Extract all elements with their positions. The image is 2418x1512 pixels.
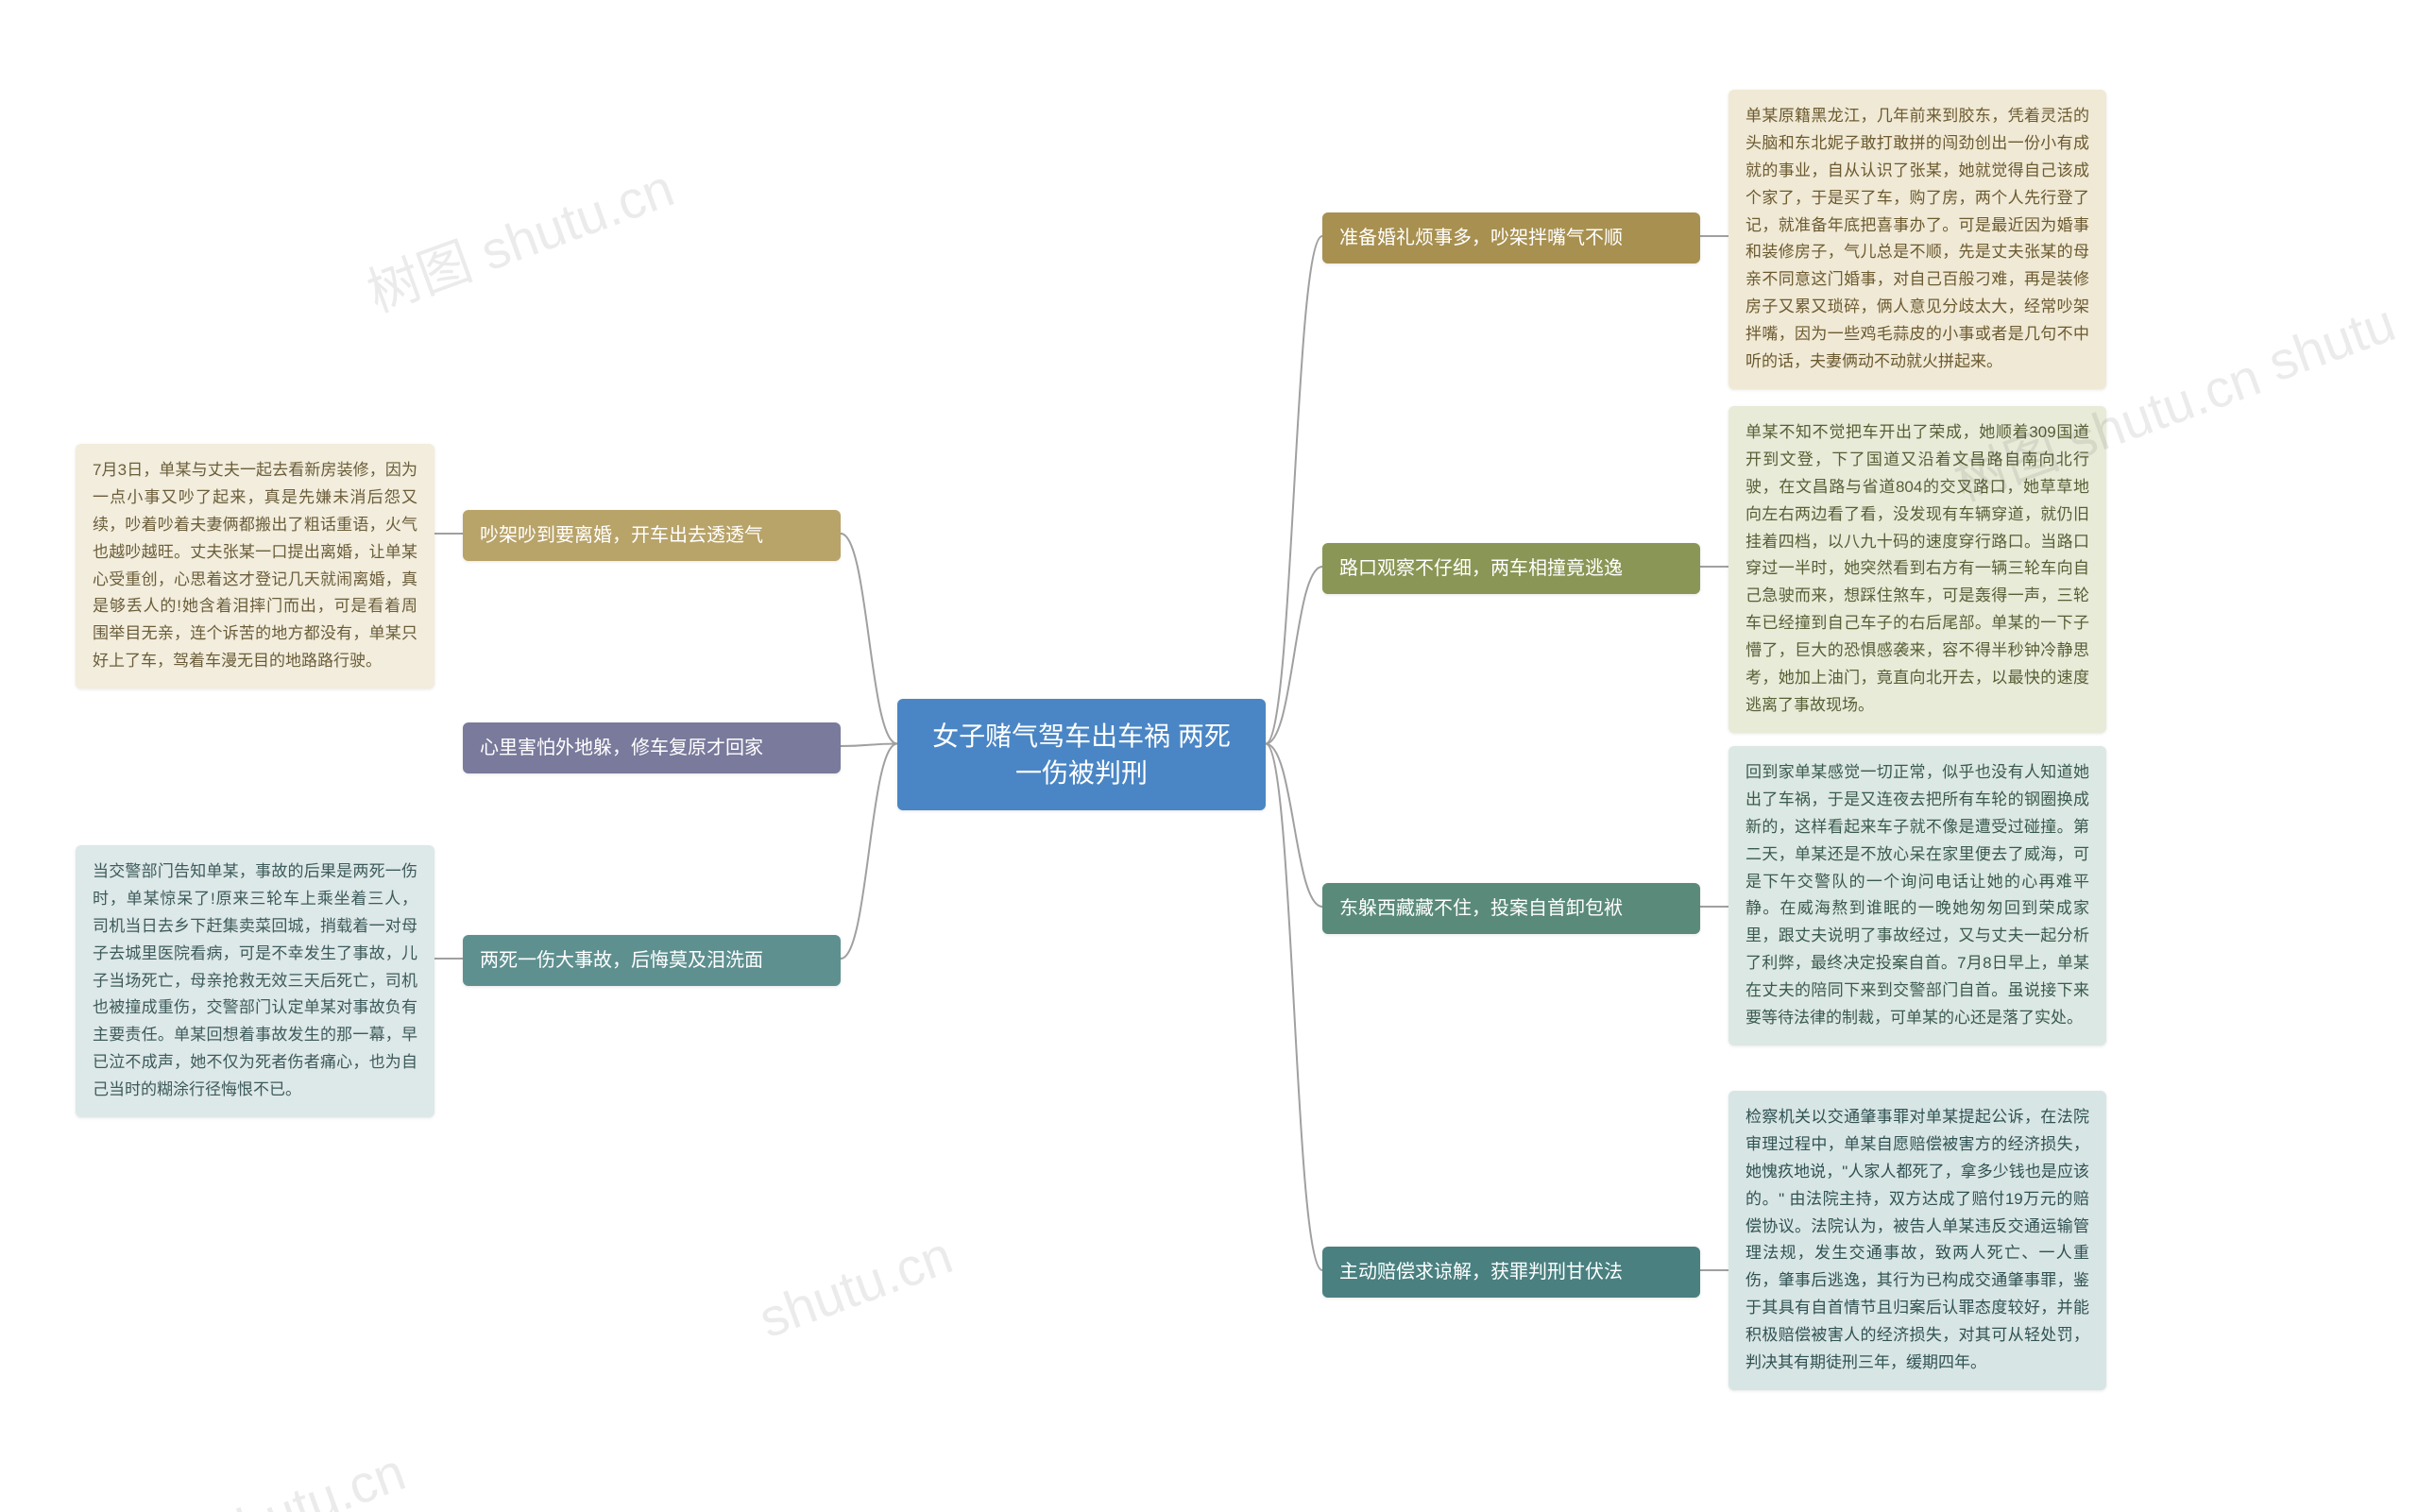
watermark: shutu xyxy=(2260,292,2403,394)
branch-l3: 两死一伤大事故，后悔莫及泪洗面 xyxy=(463,935,841,986)
watermark: 树图 shutu.cn xyxy=(355,145,683,327)
detail-r2: 单某不知不觉把车开出了荣成，她顺着309国道开到文登，下了国道又沿着文昌路自南向… xyxy=(1728,406,2106,733)
detail-l3: 当交警部门告知单某，事故的后果是两死一伤时，单某惊呆了!原来三轮车上乘坐着三人，… xyxy=(76,845,434,1117)
branch-r2: 路口观察不仔细，两车相撞竟逃逸 xyxy=(1322,543,1700,594)
watermark: shutu.cn xyxy=(751,1224,960,1350)
root-node: 女子赌气驾车出车祸 两死一伤被判刑 xyxy=(897,699,1266,810)
detail-r3: 回到家单某感觉一切正常，似乎也没有人知道她出了车祸，于是又连夜去把所有车轮的钢圈… xyxy=(1728,746,2106,1045)
detail-r4: 检察机关以交通肇事罪对单某提起公诉，在法院审理过程中，单某自愿赔偿被害方的经济损… xyxy=(1728,1091,2106,1390)
branch-l2: 心里害怕外地躲，修车复原才回家 xyxy=(463,722,841,773)
branch-r3: 东躲西藏藏不住，投案自首卸包袱 xyxy=(1322,883,1700,934)
branch-r4: 主动赔偿求谅解，获罪判刑甘伏法 xyxy=(1322,1247,1700,1298)
branch-r1: 准备婚礼烦事多，吵架拌嘴气不顺 xyxy=(1322,212,1700,263)
detail-r1: 单某原籍黑龙江，几年前来到胶东，凭着灵活的头脑和东北妮子敢打敢拼的闯劲创出一份小… xyxy=(1728,90,2106,389)
watermark: 图 shutu.cn xyxy=(137,1430,415,1512)
detail-l1: 7月3日，单某与丈夫一起去看新房装修，因为一点小事又吵了起来，真是先嫌未消后怨又… xyxy=(76,444,434,688)
branch-l1: 吵架吵到要离婚，开车出去透透气 xyxy=(463,510,841,561)
